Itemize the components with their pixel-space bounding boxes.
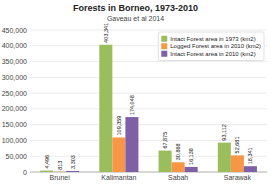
bar [159, 151, 172, 172]
data-label: 4,496 [44, 155, 50, 169]
legend-frame [158, 32, 264, 61]
x-tick-label: Sarawak [224, 174, 252, 181]
grid-line [30, 77, 267, 78]
y-tick-label: 150,000 [2, 121, 27, 128]
y-tick-label: 350,000 [2, 58, 27, 65]
data-label: 52,681 [234, 137, 240, 154]
legend-swatch [161, 43, 167, 49]
y-tick-label: 450,000 [2, 27, 27, 34]
grid-line [30, 108, 267, 109]
data-label: 18,341 [247, 147, 253, 164]
grid [30, 30, 267, 172]
y-tick-label: 0 [23, 169, 27, 176]
y-tick-label: 400,000 [2, 42, 27, 49]
bar [218, 143, 231, 172]
x-tick-label: Brunei [50, 174, 71, 181]
y-tick-label: 100,000 [2, 137, 27, 144]
bar [53, 171, 66, 172]
bar [99, 45, 112, 172]
legend-label: Intact Forest area in 2010 (km2) [170, 51, 255, 57]
bar [66, 171, 79, 172]
bar [125, 117, 138, 172]
data-label: 109,359 [116, 116, 122, 136]
bar [231, 155, 244, 172]
legend-label: Logged Forest area in 2010 (km2) [170, 43, 261, 49]
y-tick-label: 300,000 [2, 74, 27, 81]
data-label: 67,875 [162, 132, 168, 149]
y-tick-label: 200,000 [2, 105, 27, 112]
data-label: 93,112 [221, 124, 227, 140]
data-label: 16,138 [188, 148, 194, 165]
bar [244, 166, 257, 172]
grid-line [30, 140, 267, 141]
legend-label: Intact Forest area in 1973 (km2) [170, 36, 255, 42]
grid-line [30, 124, 267, 125]
data-label: 30,868 [175, 143, 181, 160]
bar [40, 171, 53, 172]
y-tick-label: 250,000 [2, 90, 27, 97]
subtitle: Gaveau et al 2014 [107, 15, 164, 22]
data-label: 813 [57, 161, 63, 170]
grid-line [30, 61, 267, 62]
background [0, 0, 271, 186]
bar [172, 162, 185, 172]
grid-line [30, 93, 267, 94]
legend-swatch [161, 51, 167, 57]
title: Forests in Borneo, 1973-2010 [73, 3, 198, 13]
bars [40, 45, 257, 172]
x-tick-label: Kalimantan [101, 174, 136, 181]
x-tick-label: Sabah [168, 174, 188, 181]
y-tick-label: 50,000 [6, 153, 28, 160]
data-label: 174,048 [129, 95, 135, 115]
chart: Forests in Borneo, 1973-2010 Gaveau et al… [0, 0, 271, 186]
grid-line [30, 30, 267, 31]
bar [112, 137, 125, 172]
legend: Intact Forest area in 1973 (km2)Logged F… [158, 32, 264, 61]
data-label: 403,341 [103, 23, 109, 43]
legend-swatch [161, 36, 167, 42]
bar [185, 167, 198, 172]
data-label: 3,303 [70, 155, 76, 169]
